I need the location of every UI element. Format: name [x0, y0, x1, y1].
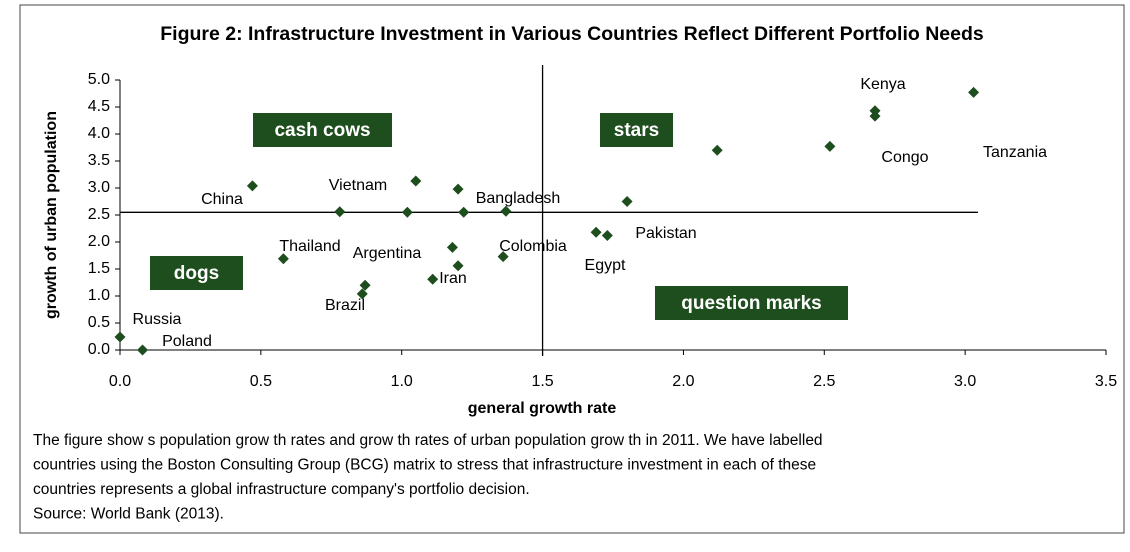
scatter-point [824, 140, 836, 152]
quadrant-label: dogs [174, 263, 219, 284]
point-annotation: Bangladesh [476, 190, 561, 207]
point-annotation: Vietnam [329, 177, 387, 194]
scatter-point [497, 251, 509, 263]
point-annotation: Iran [439, 270, 467, 287]
caption-line: countries represents a global infrastruc… [33, 481, 530, 498]
point-annotation: Kenya [860, 76, 905, 93]
x-tick-label: 0.5 [250, 373, 272, 390]
quadrant-box [150, 256, 243, 290]
scatter-point [277, 253, 289, 265]
scatter-point [114, 331, 126, 343]
point-annotation: Pakistan [635, 225, 696, 242]
point-annotation: Brazil [325, 297, 365, 314]
scatter-point [334, 206, 346, 218]
x-tick-label: 3.0 [954, 373, 976, 390]
x-tick-label: 0.0 [109, 373, 131, 390]
y-tick-label: 4.5 [88, 98, 110, 115]
quadrant-label: cash cows [274, 120, 370, 141]
y-tick-label: 1.0 [88, 287, 110, 304]
quadrant-box [253, 113, 392, 147]
point-annotation: Tanzania [983, 144, 1047, 161]
scatter-point [359, 279, 371, 291]
y-tick-label: 4.0 [88, 125, 110, 142]
y-tick-label: 3.5 [88, 152, 110, 169]
quadrant-label: question marks [681, 293, 821, 314]
scatter-point [410, 175, 422, 187]
y-tick-label: 2.0 [88, 233, 110, 250]
y-axis-label: growth of urban population [43, 111, 60, 319]
scatter-point [427, 273, 439, 285]
x-tick-label: 2.0 [672, 373, 694, 390]
scatter-point [446, 241, 458, 253]
quadrant-box [600, 113, 673, 147]
quadrant-box [655, 286, 848, 320]
scatter-point [601, 230, 613, 242]
scatter-point [246, 180, 258, 192]
point-annotation: Egypt [585, 257, 626, 274]
x-tick-label: 3.5 [1095, 373, 1117, 390]
scatter-point [137, 344, 149, 356]
caption-line: Source: World Bank (2013). [33, 506, 224, 523]
chart-title: Figure 2: Infrastructure Investment in V… [160, 23, 984, 45]
scatter-point [869, 110, 881, 122]
caption-line: The figure show s population grow th rat… [33, 432, 823, 449]
y-tick-label: 3.0 [88, 179, 110, 196]
x-axis-label: general growth rate [468, 400, 617, 417]
x-tick-label: 1.5 [531, 373, 553, 390]
y-tick-label: 0.0 [88, 341, 110, 358]
x-tick-label: 1.0 [391, 373, 413, 390]
scatter-point [458, 206, 470, 218]
y-tick-label: 5.0 [88, 71, 110, 88]
scatter-point [356, 288, 368, 300]
y-tick-label: 0.5 [88, 314, 110, 331]
point-annotation: Thailand [279, 238, 340, 255]
caption-line: countries using the Boston Consulting Gr… [33, 457, 816, 474]
point-annotation: Argentina [353, 245, 422, 262]
scatter-point [968, 86, 980, 98]
point-annotation: Congo [881, 149, 928, 166]
y-tick-label: 1.5 [88, 260, 110, 277]
scatter-point [711, 144, 723, 156]
scatter-point [621, 196, 633, 207]
point-annotation: Colombia [499, 238, 567, 255]
scatter-point [452, 183, 464, 195]
point-annotation: Russia [133, 311, 182, 328]
y-tick-label: 2.5 [88, 206, 110, 223]
scatter-point [500, 205, 512, 217]
scatter-point [452, 260, 464, 272]
scatter-point [401, 206, 413, 218]
point-annotation: Poland [162, 333, 212, 350]
x-tick-label: 2.5 [813, 373, 835, 390]
scatter-point [590, 226, 602, 238]
quadrant-label: stars [614, 120, 659, 141]
point-annotation: China [201, 191, 243, 208]
